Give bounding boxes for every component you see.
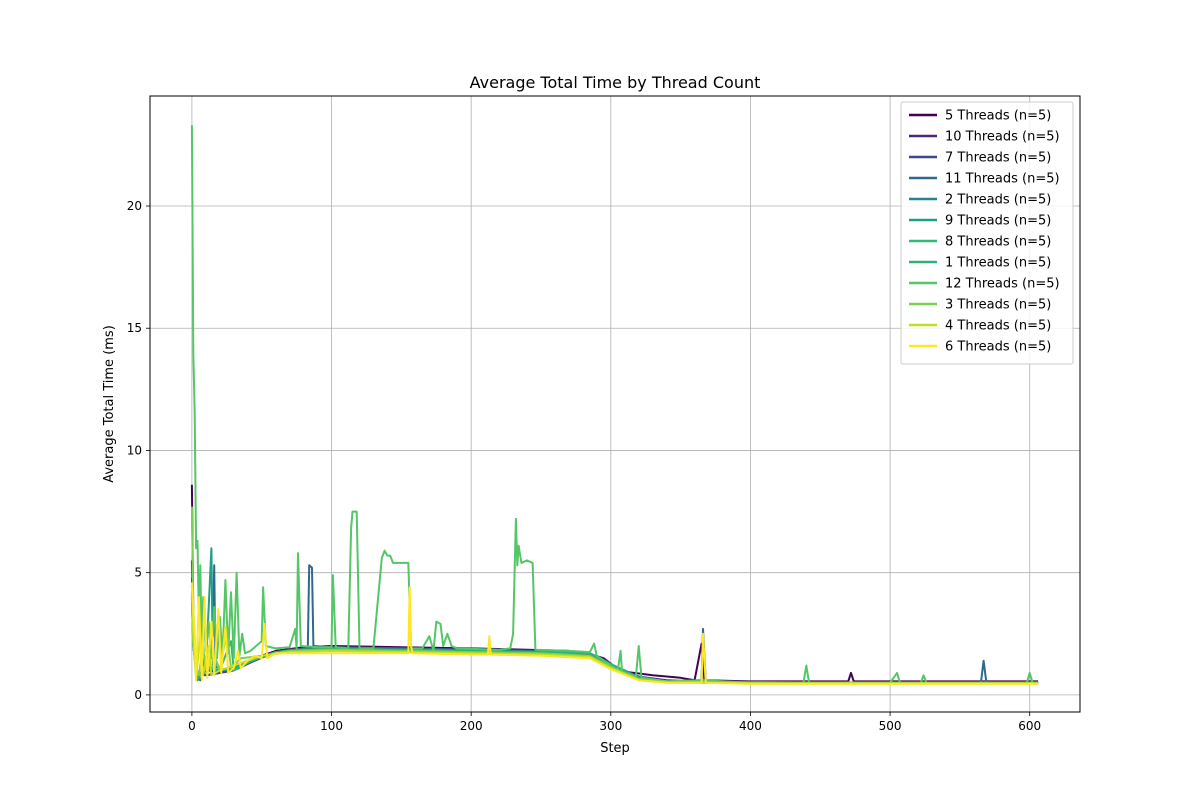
series-line [190,125,1039,684]
x-tick-label: 600 [1018,719,1041,733]
y-tick-label: 15 [127,321,142,335]
legend-label: 3 Threads (n=5) [945,298,1051,313]
legend-label: 6 Threads (n=5) [945,340,1051,355]
x-tick-label: 0 [188,719,196,733]
x-tick-label: 300 [599,719,622,733]
series-line [190,582,1039,685]
x-axis-label: Step [600,741,630,756]
x-tick-label: 100 [320,719,343,733]
legend-label: 5 Threads (n=5) [945,109,1051,124]
y-axis-label: Average Total Time (ms) [102,325,117,483]
legend-label: 8 Threads (n=5) [945,235,1051,250]
y-tick-label: 5 [134,566,142,580]
legend-label: 4 Threads (n=5) [945,319,1051,334]
legend-label: 12 Threads (n=5) [945,277,1060,292]
plot-area-frame [149,95,1081,713]
series-lines [190,125,1039,685]
x-tick-label: 500 [879,719,902,733]
x-tick-label: 400 [739,719,762,733]
y-tick-label: 10 [127,443,142,457]
legend-label: 1 Threads (n=5) [945,256,1051,271]
axis-ticks: 0 100 200 300 400 500 600 0 5 10 15 20 [127,199,1041,733]
y-tick-label: 0 [134,688,142,702]
legend-box [900,101,1074,365]
legend: 5 Threads (n=5) 10 Threads (n=5) 7 Threads… [900,101,1074,365]
x-tick-label: 200 [460,719,483,733]
legend-label: 9 Threads (n=5) [945,214,1051,229]
chart-title: Average Total Time by Thread Count [470,73,761,92]
legend-label: 7 Threads (n=5) [945,151,1051,166]
y-tick-label: 20 [127,199,142,213]
legend-label: 2 Threads (n=5) [945,193,1051,208]
legend-label: 11 Threads (n=5) [945,172,1060,187]
legend-label: 10 Threads (n=5) [945,130,1060,145]
